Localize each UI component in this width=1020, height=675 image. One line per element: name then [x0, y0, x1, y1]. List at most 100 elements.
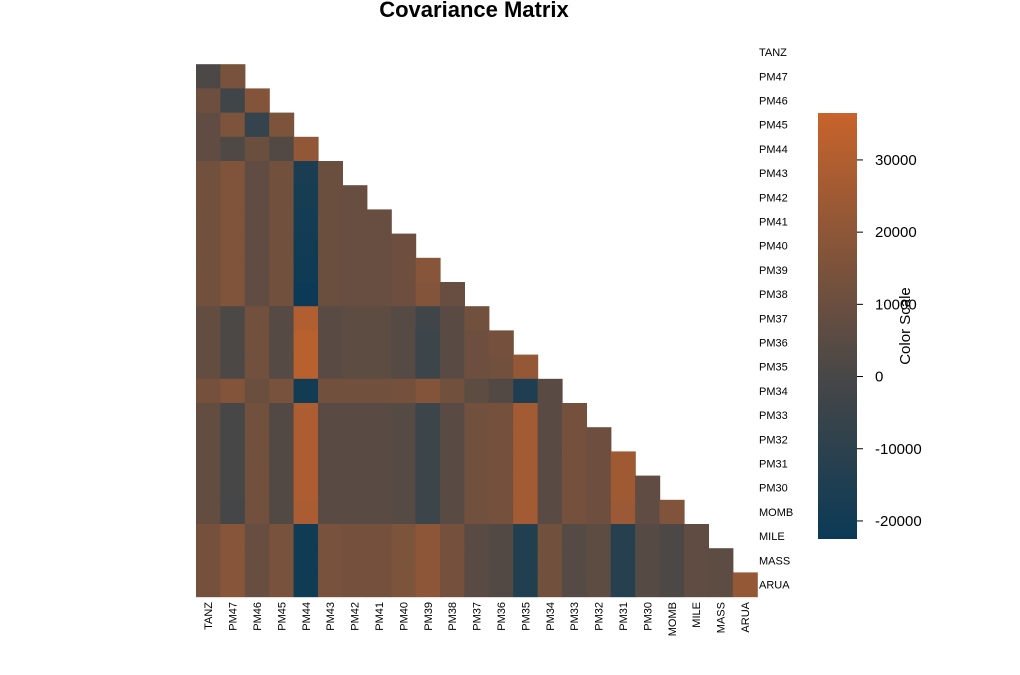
- colorbar: -20000 -10000 0 10000 20000 30000 Color Scale: [818, 113, 922, 539]
- heatmap-cell-pm30-pm30: [635, 475, 661, 501]
- heatmap-cell-pm30-pm41: [366, 475, 392, 501]
- heatmap-cell-pm42-pm45: [269, 185, 295, 210]
- heatmap-cell-mass-pm42: [342, 548, 368, 573]
- heatmap-cell-pm34-pm34: [537, 378, 563, 404]
- heatmap-cell-arua-pm41: [366, 572, 392, 598]
- heatmap-cell-arua-tanz: [196, 572, 221, 598]
- heatmap-cell-pm32-pm38: [440, 427, 465, 452]
- column-label: PM35: [520, 602, 532, 631]
- heatmap-cell-mile-mile: [684, 524, 709, 549]
- heatmap-cell-pm37-pm44: [293, 306, 319, 331]
- heatmap-cell-pm38-pm45: [269, 282, 295, 307]
- heatmap-cell-arua-pm30: [635, 572, 661, 598]
- heatmap-cell-mile-pm34: [537, 524, 563, 549]
- row-label: PM39: [759, 265, 788, 277]
- heatmap-cell-pm45-pm47: [220, 112, 246, 138]
- heatmap-cell-pm39-pm41: [366, 257, 392, 283]
- heatmap-cell-pm44-pm45: [269, 136, 295, 162]
- heatmap-cell-arua-momb: [659, 572, 685, 598]
- heatmap-cell-pm40-pm47: [220, 233, 246, 259]
- heatmap-cell-pm36-pm47: [220, 330, 246, 356]
- heatmap-cell-arua-pm36: [488, 572, 514, 598]
- heatmap-cell-pm30-pm47: [220, 475, 246, 501]
- column-label: PM30: [642, 602, 654, 631]
- heatmap-cells: [196, 64, 758, 598]
- heatmap-cell-pm34-pm36: [488, 378, 514, 404]
- heatmap-cell-momb-pm41: [366, 499, 392, 525]
- heatmap-cell-mile-tanz: [196, 524, 221, 549]
- heatmap-cell-arua-pm45: [269, 572, 295, 598]
- row-label: PM37: [759, 313, 788, 325]
- heatmap-cell-pm45-pm46: [244, 112, 270, 138]
- heatmap-cell-pm30-pm37: [464, 475, 490, 501]
- heatmap-cell-pm31-pm47: [220, 451, 246, 477]
- heatmap-cell-momb-pm31: [610, 499, 636, 525]
- colorbar-ticks: -20000 -10000 0 10000 20000 30000: [857, 152, 922, 530]
- heatmap-cell-momb-pm46: [244, 499, 270, 525]
- heatmap-cell-momb-pm35: [513, 499, 539, 525]
- heatmap-cell-mass-pm31: [610, 548, 636, 573]
- heatmap-cell-pm34-pm39: [415, 378, 441, 404]
- heatmap-cell-mile-pm32: [586, 524, 612, 549]
- heatmap-cell-momb-tanz: [196, 499, 221, 525]
- heatmap-cell-pm38-pm47: [220, 282, 246, 307]
- heatmap-cell-pm32-pm41: [366, 427, 392, 452]
- heatmap-cell-pm44-pm46: [244, 136, 270, 162]
- heatmap-cell-pm32-pm34: [537, 427, 563, 452]
- heatmap-cell-pm30-pm43: [318, 475, 343, 501]
- heatmap-cell-mile-pm41: [366, 524, 392, 549]
- heatmap-cell-pm43-pm46: [244, 161, 270, 186]
- heatmap-cell-pm30-pm40: [391, 475, 417, 501]
- heatmap-cell-arua-pm47: [220, 572, 246, 598]
- heatmap-cell-pm31-pm39: [415, 451, 441, 477]
- heatmap-cell-pm37-pm38: [440, 306, 465, 331]
- heatmap-cell-pm35-pm41: [366, 354, 392, 380]
- heatmap-cell-pm38-pm44: [293, 282, 319, 307]
- heatmap-cell-pm38-tanz: [196, 282, 221, 307]
- heatmap-cell-pm40-pm41: [366, 233, 392, 259]
- column-label: ARUA: [740, 601, 752, 632]
- heatmap-cell-pm39-pm40: [391, 257, 417, 283]
- column-label: TANZ: [203, 602, 215, 630]
- colorbar-tick-label: -10000: [875, 441, 922, 458]
- heatmap-cell-mass-pm30: [635, 548, 661, 573]
- row-label: ARUA: [759, 580, 790, 592]
- heatmap-cell-arua-pm35: [513, 572, 539, 598]
- heatmap-cell-pm34-pm40: [391, 378, 417, 404]
- heatmap-cell-pm39-pm44: [293, 257, 319, 283]
- heatmap-cell-pm36-pm41: [366, 330, 392, 356]
- heatmap-cell-pm39-tanz: [196, 257, 221, 283]
- row-labels: TANZ PM47 PM46 PM45 PM44 PM43 PM42 PM41 PM40 PM39…: [759, 47, 793, 591]
- heatmap-cell-pm36-pm40: [391, 330, 417, 356]
- heatmap-cell-pm32-pm46: [244, 427, 270, 452]
- heatmap-cell-pm42-pm44: [293, 185, 319, 210]
- heatmap-cell-mile-pm39: [415, 524, 441, 549]
- heatmap-cell-pm32-pm47: [220, 427, 246, 452]
- heatmap-cell-momb-pm44: [293, 499, 319, 525]
- heatmap-cell-pm34-pm38: [440, 378, 465, 404]
- heatmap-cell-pm37-pm46: [244, 306, 270, 331]
- heatmap-cell-pm38-pm43: [318, 282, 343, 307]
- heatmap-cell-pm31-pm35: [513, 451, 539, 477]
- heatmap-cell-pm33-pm40: [391, 403, 417, 428]
- heatmap-cell-pm34-pm47: [220, 378, 246, 404]
- heatmap-cell-pm31-pm38: [440, 451, 465, 477]
- heatmap-cell-arua-arua: [732, 572, 758, 598]
- heatmap-cell-pm36-pm46: [244, 330, 270, 356]
- heatmap-cell-mass-pm34: [537, 548, 563, 573]
- heatmap-cell-pm31-pm40: [391, 451, 417, 477]
- heatmap-cell-pm36-pm43: [318, 330, 343, 356]
- heatmap-cell-mass-pm38: [440, 548, 465, 573]
- heatmap-cell-momb-pm43: [318, 499, 343, 525]
- colorbar-title: Color Scale: [897, 287, 914, 365]
- heatmap-cell-pm40-pm46: [244, 233, 270, 259]
- heatmap-cell-pm32-pm42: [342, 427, 368, 452]
- heatmap-cell-mile-pm43: [318, 524, 343, 549]
- heatmap-cell-pm31-pm37: [464, 451, 490, 477]
- heatmap-cell-pm31-pm31: [610, 451, 636, 477]
- heatmap-cell-momb-pm33: [562, 499, 587, 525]
- heatmap-cell-mass-pm33: [562, 548, 587, 573]
- row-label: PM43: [759, 168, 788, 180]
- heatmap-cell-pm40-pm43: [318, 233, 343, 259]
- heatmap-cell-pm38-pm42: [342, 282, 368, 307]
